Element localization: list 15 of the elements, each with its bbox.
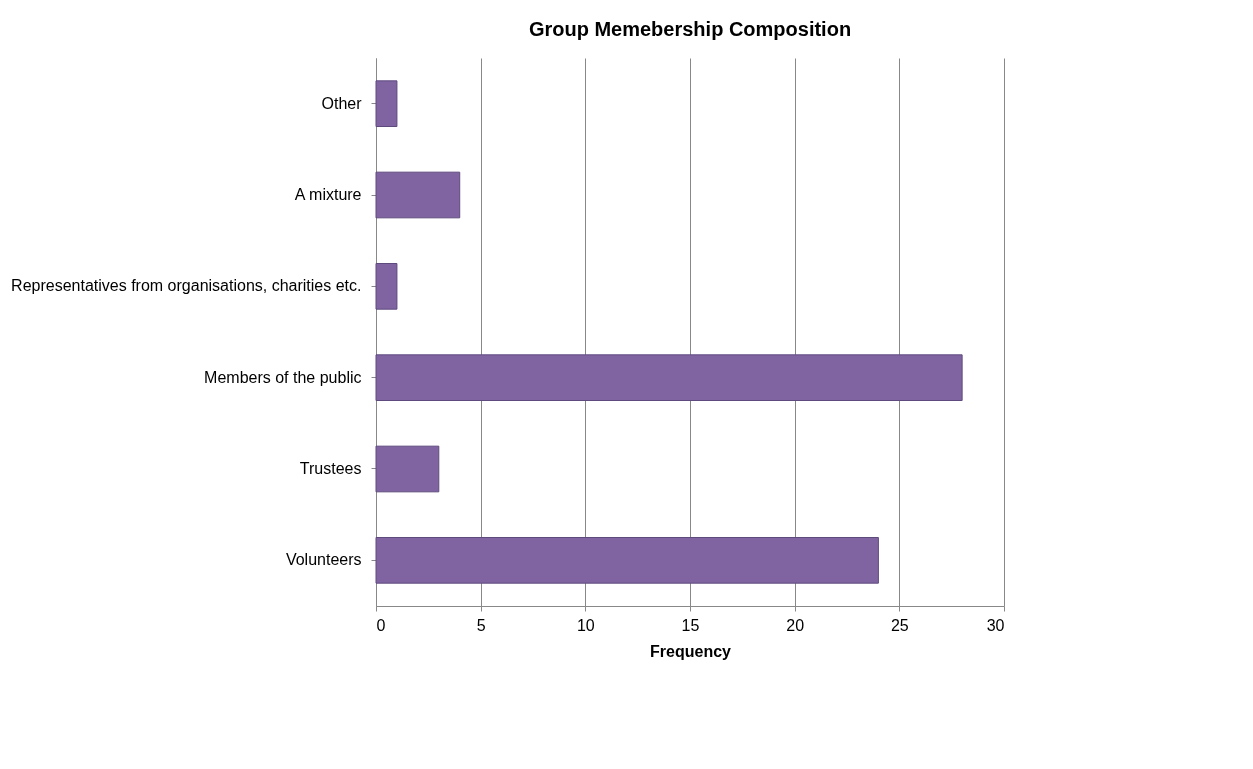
y-tick-label: Members of the public: [204, 368, 362, 386]
x-tick-label: 25: [890, 616, 909, 634]
x-tick-label: 10: [576, 616, 595, 634]
y-tick-label: A mixture: [294, 186, 362, 203]
y-tick-label: Representatives from organisations, charities etc.: [11, 277, 362, 295]
y-tick-label: Volunteers: [285, 551, 362, 569]
y-tick-label: Other: [321, 94, 363, 112]
x-tick-label: 15: [681, 616, 700, 634]
x-axis-title: Frequency: [650, 642, 732, 660]
x-tick-label: 30: [986, 616, 1005, 634]
x-tick-label: 0: [376, 616, 386, 634]
chart-title: Group Memebership Composition: [528, 18, 852, 40]
x-tick-label: 5: [476, 616, 486, 634]
x-tick-label: 20: [786, 616, 805, 634]
y-tick-label: Trustees: [299, 460, 362, 477]
